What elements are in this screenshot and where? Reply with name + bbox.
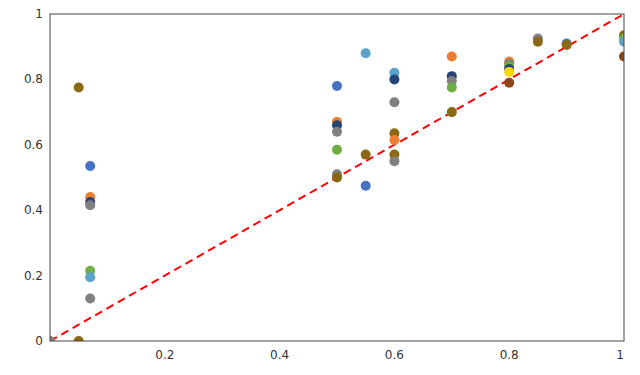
- y-tick-label: 0.8: [24, 72, 43, 86]
- x-tick-label: 1: [616, 348, 624, 362]
- point: [447, 107, 457, 117]
- point: [74, 83, 84, 93]
- point: [447, 83, 457, 93]
- point: [332, 145, 342, 155]
- x-tick-label: 0.4: [270, 348, 289, 362]
- marks: [50, 14, 624, 341]
- point: [332, 173, 342, 183]
- x-tick-label: 0.8: [500, 348, 519, 362]
- point: [389, 135, 399, 145]
- y-tick-label: 0: [35, 334, 43, 348]
- point: [50, 336, 55, 341]
- plot-frame: [50, 14, 624, 341]
- point: [361, 48, 371, 58]
- point: [332, 81, 342, 91]
- point: [361, 150, 371, 160]
- point: [85, 272, 95, 282]
- y-tick-label: 0.2: [24, 269, 43, 283]
- point: [85, 293, 95, 303]
- point: [533, 37, 543, 47]
- point: [619, 52, 624, 62]
- x-tick-label: 0.6: [385, 348, 404, 362]
- point: [389, 74, 399, 84]
- point: [562, 40, 572, 50]
- point: [504, 78, 514, 88]
- x-tick-label: 0.2: [155, 348, 174, 362]
- point: [85, 161, 95, 171]
- y-tick-label: 0.6: [24, 138, 43, 152]
- y-tick-label: 1: [35, 7, 43, 21]
- point: [361, 181, 371, 191]
- point: [389, 156, 399, 166]
- point: [389, 97, 399, 107]
- y-tick-label: 0.4: [24, 203, 43, 217]
- reference-line: [50, 14, 624, 341]
- point: [74, 336, 84, 341]
- tick-labels: 0.2 0.4 0.6 0.8 1 0 0.2 0.4 0.6 0.8 1: [24, 7, 624, 362]
- point: [447, 52, 457, 62]
- chart: 0.2 0.4 0.6 0.8 1 0 0.2 0.4 0.6 0.8 1: [0, 0, 640, 375]
- point: [504, 67, 514, 77]
- point: [619, 37, 624, 47]
- point: [85, 200, 95, 210]
- point: [332, 127, 342, 137]
